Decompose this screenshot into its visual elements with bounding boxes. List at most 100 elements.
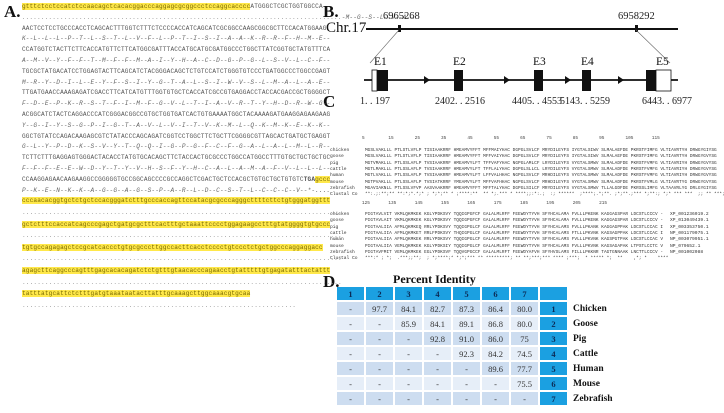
- dots-line: ........................................…: [22, 302, 296, 310]
- row-index: 2: [540, 317, 567, 330]
- panel-c-label: C: [323, 92, 336, 111]
- line-text: ........................................…: [22, 255, 342, 263]
- identity-cell: -: [366, 332, 393, 345]
- exon-range: 1. . 197: [360, 96, 390, 107]
- exon-label: E2: [453, 56, 466, 68]
- identity-cell: 77.7: [511, 362, 538, 375]
- identity-cell: 80.0: [511, 317, 538, 330]
- species-label: Human: [569, 362, 621, 375]
- line-text: gctctttccaccatcagcccgagctgatgcgctttcactt…: [22, 220, 331, 228]
- amino-acid-line: F--F--F--E--E--W--D--Y--T--Y--V--H--S--F…: [22, 165, 330, 173]
- amino-acid-line: F--D--E--P--K--R--S--T--F--I--M--F--G--V…: [22, 100, 330, 108]
- amino-acid-line: ........................................…: [22, 14, 414, 22]
- line-text: cccaacacggtgctctgctccacgggatctttgcccacca…: [22, 197, 331, 205]
- utr-line: cccaacacggtgctctgctccacgggatctttgcccacca…: [22, 197, 331, 205]
- species-name: Clustal Co: [330, 192, 358, 198]
- species-name: human: [330, 173, 344, 179]
- species-name: mouse: [330, 179, 344, 185]
- aligned-sequence: PIGTAALIIA VEMLQKMKEK KGLYPDKSIY TQQIGPG…: [365, 243, 664, 249]
- accession-id: NP_079652.1: [670, 243, 701, 249]
- percent-identity-title: Percent Identity: [393, 272, 476, 286]
- identity-cell: -: [337, 362, 364, 375]
- aligned-sequence: MGSLVAKLLL PTLSTLVFLP TISIAAKRRF HMEAMVY…: [365, 148, 717, 153]
- sequence-stop-line: CCAAGGAGAACAAGAAGGCCGGGGGTGCCGGCAGCCCCGC…: [22, 175, 331, 184]
- aligned-sequence: PIGTAALIIA AFMLQKMKET RRLFPDKSVY THQIGPG…: [365, 230, 664, 236]
- dots-line: ........................................…: [22, 232, 342, 240]
- exon-range: 6443. . 6977: [642, 96, 692, 107]
- identity-cell: -: [511, 392, 538, 405]
- amino-acid-line: M--R--Y--D--I--L--E--Y--F--S--I--Y--G--T…: [22, 79, 330, 87]
- nucleotide-line: ACGGCATCTACTCAGGACCCATCGGGACGGCCGTGCTGGT…: [22, 111, 330, 119]
- identity-cell: 92.8: [424, 332, 451, 345]
- accession-id: XP_003353750.1: [670, 224, 709, 230]
- identity-cell: -: [337, 392, 364, 405]
- accession-id: NP_001002088: [670, 249, 704, 255]
- identity-cell: -: [395, 362, 422, 375]
- header-cell: 5: [453, 287, 480, 300]
- dots-line: ........................................…: [22, 255, 342, 263]
- exon-label: E4: [581, 56, 594, 68]
- utr-highlight: gtttctcctccatctccaacagctcacacggacccaggag…: [22, 3, 251, 10]
- line-text: ........................................…: [22, 301, 297, 309]
- line-text: Y--G--I--Y--S--G--P--I--G--T--A--V--L--V…: [22, 121, 331, 129]
- header-cell: 4: [424, 287, 451, 300]
- species-label: Cattle: [569, 347, 621, 360]
- identity-cell: -: [366, 392, 393, 405]
- header-cell: 3: [395, 287, 422, 300]
- panel-b-label: B.: [323, 2, 339, 21]
- identity-cell: -: [482, 377, 509, 390]
- header-cell: 2: [366, 287, 393, 300]
- line-text: ........................................…: [22, 232, 342, 240]
- species-name: chicken: [330, 148, 350, 153]
- dots-line: ........................................…: [22, 209, 342, 217]
- identity-cell: 86.8: [482, 317, 509, 330]
- exon-range: 4405. . 4553: [512, 96, 562, 107]
- identity-cell: 87.3: [453, 302, 480, 315]
- aligned-sequence: PIGTAALIIA AFMLQKMKEK RRLYPDKSVY TQQIGPG…: [365, 237, 664, 243]
- identity-cell: -: [366, 347, 393, 360]
- start-codon-seq: ATGGGCTCGCTGGTGGCCA: [250, 3, 323, 10]
- aa-seq: -M--G--S--L--V--A--: [341, 13, 415, 21]
- identity-cell: -: [395, 377, 422, 390]
- identity-cell: 75.5: [511, 377, 538, 390]
- line-text: agagcttcaggcccagtttgagcacacagatctctgtttg…: [22, 267, 331, 274]
- percent-identity-table: 1 2 3 4 5 6 7-97.7 84.1 82.7 87.3 86.4 80.0 1 Chicken…: [335, 285, 623, 407]
- header-cell: 1: [337, 287, 364, 300]
- identity-cell: 91.0: [453, 332, 480, 345]
- identity-cell: 92.3: [453, 347, 480, 360]
- accession-id: NP_003079951.1: [670, 237, 709, 243]
- species-label: Goose: [569, 317, 621, 330]
- panel-a-label: A.: [4, 2, 21, 21]
- gene-structure-diagram: [364, 25, 678, 92]
- species-label: Pig: [569, 332, 621, 345]
- table-row: -97.7 84.1 82.7 87.3 86.4 80.0 1 Chicken: [337, 302, 621, 315]
- identity-cell: 89.6: [482, 362, 509, 375]
- identity-cell: 84.1: [395, 302, 422, 315]
- line-text: ........................................…: [22, 278, 342, 286]
- amino-acid-line: Y--G--I--Y--S--G--P--I--G--T--A--V--L--V…: [22, 122, 330, 130]
- dots: ........................................…: [22, 13, 342, 21]
- panel-d-label: D.: [323, 272, 340, 291]
- table-row: - - - - - -75.5 6 Mouse: [337, 377, 621, 390]
- identity-cell: -: [337, 347, 364, 360]
- amino-acid-line: K--L--L--L--P--T--L--S--T--L--V--F--L--P…: [22, 35, 330, 43]
- line-text: K--L--L--L--P--T--L--S--T--L--V--F--L--P…: [22, 35, 331, 43]
- identity-cell: 74.5: [511, 347, 538, 360]
- identity-cell: -: [395, 392, 422, 405]
- identity-cell: 80.0: [511, 302, 538, 315]
- nucleotide-line: AACTCCTCCTGCCCACCTCAGCACTTTGGTCTTTCTCCCC…: [22, 25, 327, 33]
- identity-cell: 84.2: [482, 347, 509, 360]
- line-text: M--R--Y--D--I--L--E--Y--F--S--I--Y--G--T…: [22, 78, 331, 86]
- identity-cell: -: [395, 347, 422, 360]
- species-name: goose: [330, 218, 344, 224]
- aligned-sequence: PIGTAALIIA AFMLQKMKEQ RRLYPDKSVY TQQIGPG…: [365, 224, 664, 230]
- nucleotide-line: TCTTCTTTGAGGAGTGGGACTACACCTATGTGCACAGCTT…: [22, 154, 330, 162]
- seq-nt: CCAAGGAGAACAAGAAGGCCGGGGGTGCCGGCAGCCCCGC…: [22, 175, 304, 183]
- identity-cell: -: [453, 392, 480, 405]
- table-row: - - - -92.3 84.2 74.5 4 Cattle: [337, 347, 621, 360]
- identity-cell: -: [424, 392, 451, 405]
- species-name: human: [330, 237, 344, 243]
- aligned-sequence: ***:* ; *; .***;;**; ; *;****;* *;*;*** …: [365, 256, 669, 262]
- line-text: ACGGCATCTACTCAGGACCCATCGGGACGGCCGTGCTGGT…: [22, 111, 331, 118]
- species-name: pig: [330, 160, 339, 166]
